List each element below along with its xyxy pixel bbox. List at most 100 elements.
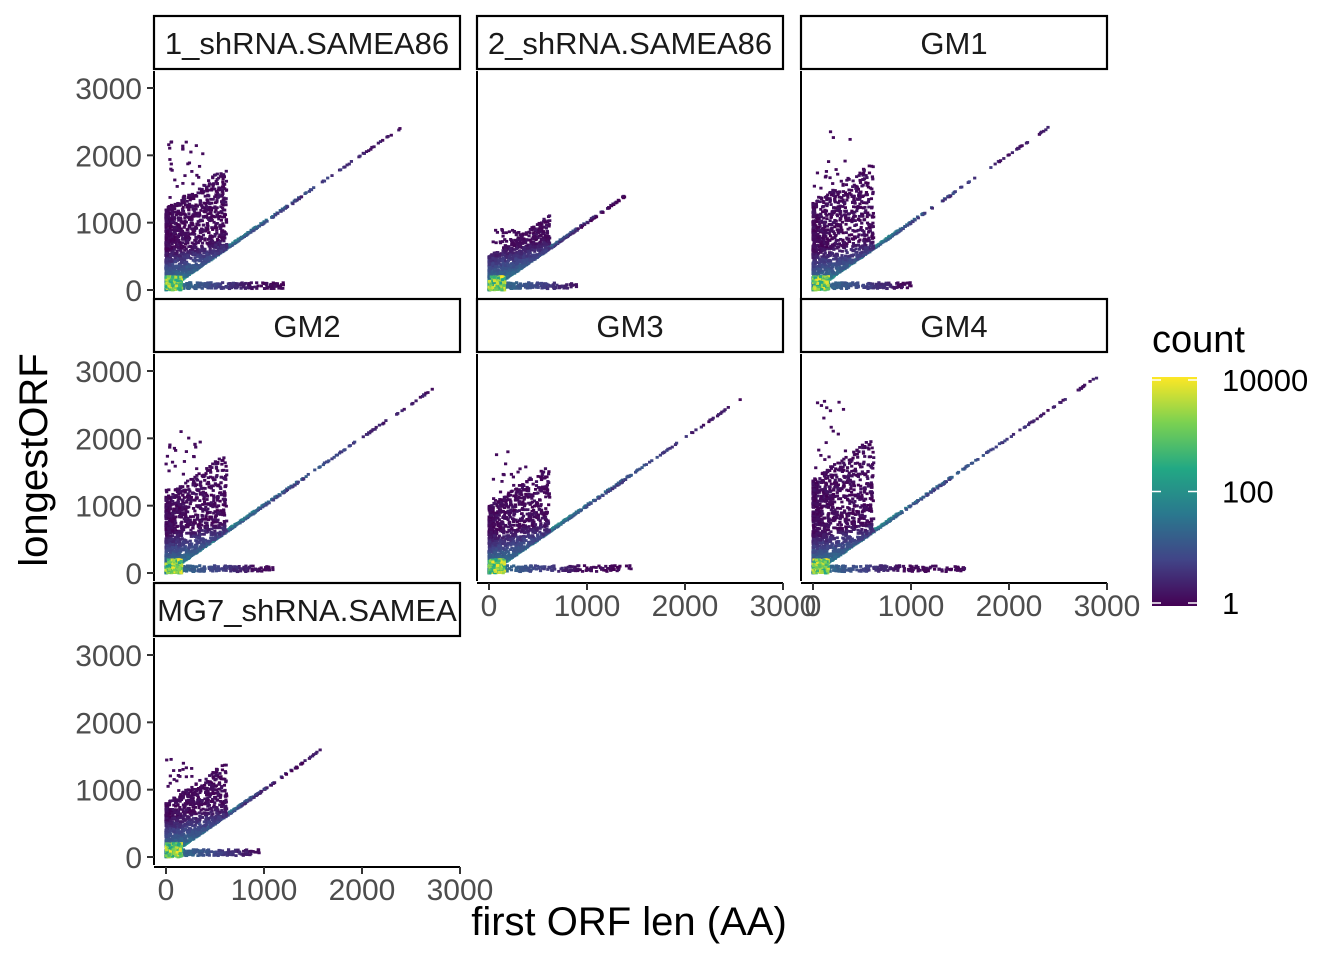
- hex-cell: [557, 284, 562, 288]
- hex-cell: [490, 255, 495, 259]
- hex-cell: [222, 239, 226, 243]
- hex-cell: [844, 214, 848, 217]
- hex-cell: [847, 239, 851, 243]
- hex-cell: [182, 267, 186, 271]
- hex-cell: [183, 242, 187, 246]
- hex-cell: [871, 240, 875, 244]
- hex-cell: [830, 267, 834, 270]
- hex-cell: [168, 235, 172, 239]
- hex-cell: [213, 245, 217, 249]
- hex-cell: [525, 258, 529, 262]
- hex-cell: [867, 238, 871, 242]
- hex-cell: [524, 244, 528, 248]
- hex-cell: [215, 249, 219, 253]
- hex-cell: [177, 218, 181, 222]
- hex-cell: [250, 287, 254, 291]
- hex-cell: [170, 237, 175, 241]
- hex-cell: [499, 287, 503, 290]
- hex-cell: [191, 197, 196, 201]
- hex-cell: [845, 178, 849, 182]
- hex-cell: [845, 237, 849, 241]
- hex-cell: [176, 279, 180, 283]
- hex-cell: [504, 231, 508, 235]
- hex-cell: [181, 236, 185, 240]
- hex-cell: [187, 271, 191, 274]
- hex-cell: [828, 267, 833, 270]
- hex-cell: [858, 228, 863, 232]
- hex-cell: [862, 232, 866, 236]
- hex-cell: [188, 216, 192, 220]
- hex-cell: [182, 201, 186, 205]
- hex-cell: [198, 191, 202, 195]
- hex-cell: [510, 246, 514, 250]
- hex-cell: [177, 204, 181, 207]
- hex-cell: [201, 223, 205, 227]
- hex-cell: [224, 232, 228, 236]
- hex-cell: [274, 213, 278, 217]
- hex-cell: [823, 242, 828, 246]
- hex-cell: [819, 260, 823, 264]
- hex-cell: [522, 246, 526, 250]
- hex-cell: [270, 285, 274, 289]
- hex-cell: [239, 283, 244, 287]
- hex-cell: [183, 174, 187, 178]
- hex-cell: [819, 236, 823, 240]
- hex-cell: [195, 258, 199, 262]
- hex-cell: [194, 235, 198, 239]
- hex-cell: [487, 268, 491, 272]
- hex-cell: [826, 193, 830, 197]
- hex-cell: [197, 211, 201, 215]
- hex-cell: [489, 288, 493, 292]
- hex-cell: [211, 197, 215, 201]
- hex-cell: [171, 278, 176, 282]
- hex-cell: [307, 190, 311, 193]
- hex-cell: [214, 285, 218, 289]
- hex-cell: [217, 193, 221, 197]
- hex-cell: [857, 214, 862, 218]
- hex-cell: [814, 202, 818, 206]
- hex-cell: [496, 276, 500, 280]
- hex-cell: [848, 256, 852, 260]
- hex-cell: [537, 234, 541, 238]
- hex-cell: [208, 241, 212, 245]
- hex-cell: [863, 252, 867, 255]
- hex-cell: [521, 265, 525, 268]
- hex-cell: [811, 214, 815, 218]
- hex-cell: [194, 251, 198, 255]
- hex-cell: [837, 242, 842, 246]
- hex-cell: [515, 241, 520, 245]
- hex-cell: [993, 162, 997, 166]
- hex-cell: [180, 274, 185, 277]
- hex-cell: [835, 242, 840, 246]
- hex-cell: [574, 285, 579, 289]
- hex-cell: [825, 245, 829, 249]
- hex-cell: [871, 211, 875, 215]
- hex-cell: [527, 246, 531, 250]
- hex-cell: [501, 253, 505, 257]
- hex-cell: [519, 236, 523, 240]
- hex-cell: [527, 281, 531, 285]
- hex-cell: [188, 248, 193, 252]
- hex-cell: [183, 197, 187, 201]
- hex-cell: [811, 265, 815, 269]
- hex-cell: [189, 285, 193, 288]
- hex-cell: [851, 245, 855, 248]
- hex-cell: [173, 281, 178, 285]
- hex-cell: [540, 242, 544, 246]
- hex-cell: [838, 190, 842, 194]
- hex-cell: [166, 206, 170, 209]
- hex-cell: [198, 213, 202, 217]
- hex-cell: [841, 231, 845, 235]
- hex-cell: [220, 206, 225, 210]
- hex-cell: [208, 202, 212, 206]
- hex-cell: [531, 284, 536, 288]
- hex-cell: [522, 256, 526, 259]
- hex-cell: [213, 187, 217, 191]
- hex-cell: [821, 240, 826, 244]
- hex-cell: [508, 251, 512, 255]
- hex-cell: [209, 217, 214, 221]
- hex-cell: [524, 231, 528, 235]
- hex-cell: [865, 215, 869, 219]
- hex-cell: [200, 241, 205, 245]
